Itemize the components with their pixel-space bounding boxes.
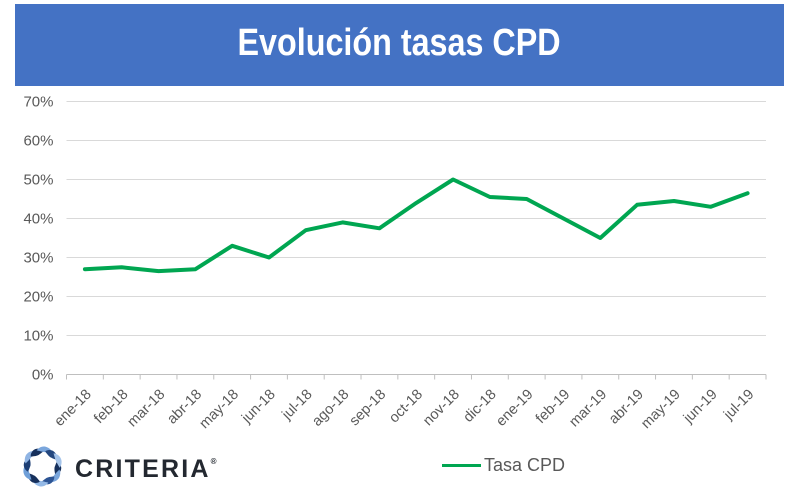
criteria-swirl-icon [23, 446, 62, 487]
x-tick-label: sep-18 [347, 387, 390, 430]
brand-name-text: CRITERIA [75, 455, 211, 483]
brand-name: CRITERIA® [75, 449, 217, 484]
y-tick-label: 30% [23, 250, 53, 267]
x-tick-label: may-18 [196, 387, 242, 433]
x-tick-label: ago-18 [309, 387, 352, 430]
y-tick-label: 20% [23, 289, 53, 306]
x-tick-label: ene-18 [51, 387, 94, 430]
y-tick-label: 40% [23, 211, 53, 228]
swirl-petals [23, 446, 62, 487]
x-tick-label: may-19 [638, 387, 684, 433]
legend-line-swatch [442, 464, 481, 467]
y-tick-label: 60% [23, 133, 53, 150]
y-tick-label: 70% [23, 94, 53, 111]
x-tick-label: oct-18 [386, 387, 426, 427]
x-tick-label: ene-19 [493, 387, 536, 430]
x-tick-label: jun-19 [680, 387, 721, 428]
x-tick-label: mar-19 [566, 387, 610, 431]
x-tick-label: mar-18 [125, 387, 169, 431]
y-tick-label: 10% [23, 328, 53, 345]
chart-legend: Tasa CPD [442, 454, 566, 475]
x-tick-label: jul-19 [720, 387, 757, 424]
chart-title: Evolución tasas CPD [237, 21, 562, 64]
brand-logo: CRITERIA® [20, 443, 217, 490]
x-tick-label: jun-18 [238, 387, 279, 428]
series-line-tasa-cpd [82, 177, 750, 274]
x-tick-label: nov-18 [420, 387, 463, 430]
y-tick-label: 0% [32, 367, 54, 384]
y-tick-label: 50% [23, 172, 53, 189]
legend-series-label: Tasa CPD [484, 454, 566, 475]
registered-mark: ® [210, 457, 217, 466]
chart-title-banner: Evolución tasas CPD [15, 4, 784, 86]
